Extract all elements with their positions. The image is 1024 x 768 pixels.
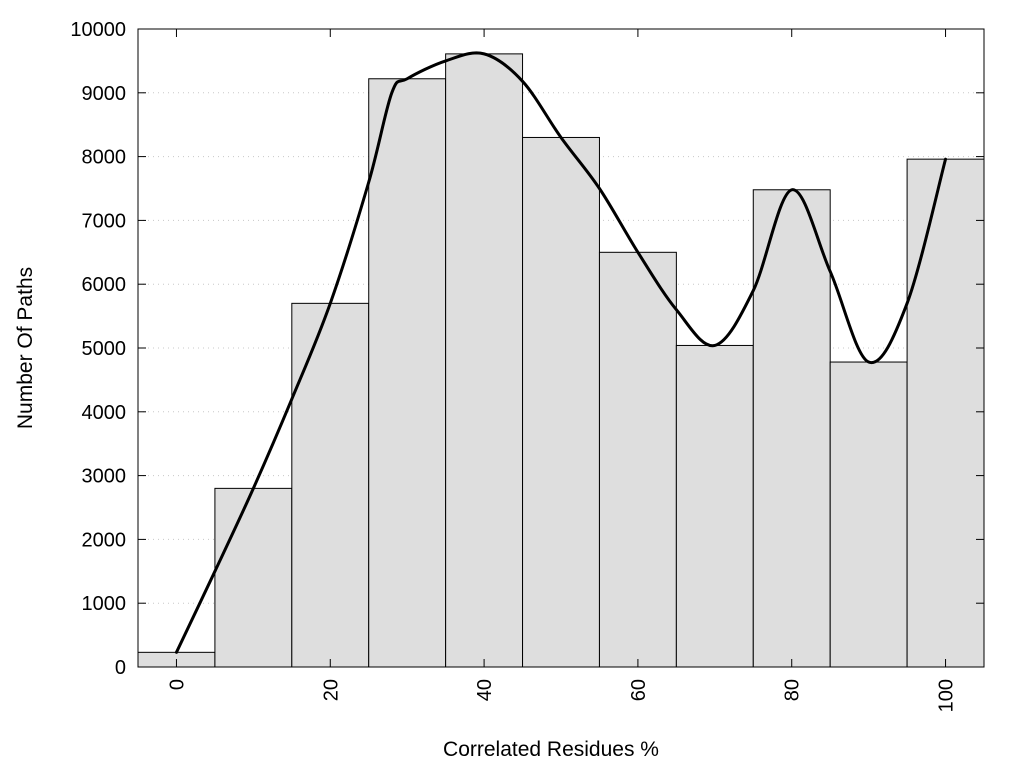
- y-tick-label-2000: 2000: [82, 529, 127, 551]
- y-tick-label-0: 0: [115, 657, 126, 679]
- x-tick-label-0: 0: [166, 679, 188, 690]
- bars: [137, 53, 985, 668]
- y-tick-label-9000: 9000: [82, 83, 127, 105]
- smooth-curve-line: [174, 51, 948, 654]
- bar-20: [291, 302, 370, 668]
- x-tick-label-40: 40: [474, 679, 496, 701]
- y-tick-label-4000: 4000: [82, 402, 127, 424]
- y-tick-label-10000: 10000: [70, 19, 126, 41]
- x-tick-label-100: 100: [936, 679, 958, 712]
- bar-100: [906, 158, 985, 668]
- y-axis-title: Number Of Paths: [14, 267, 37, 429]
- x-axis-title: Correlated Residues %: [443, 738, 659, 761]
- y-axis-ticks: 0 1000 2000 3000 4000 5000 6000 7000 8000 9000 100…: [70, 19, 984, 679]
- bar-30: [368, 78, 447, 668]
- y-tick-label-3000: 3000: [82, 466, 127, 488]
- y-tick-label-7000: 7000: [82, 210, 127, 232]
- bar-10: [214, 487, 293, 668]
- y-tick-label-6000: 6000: [82, 274, 127, 296]
- bar-50: [522, 136, 600, 668]
- x-tick-label-20: 20: [320, 679, 342, 701]
- y-tick-label-5000: 5000: [82, 338, 127, 360]
- bar-40: [445, 53, 524, 668]
- y-tick-label-1000: 1000: [82, 593, 127, 615]
- bar-60: [598, 251, 677, 668]
- y-tick-label-8000: 8000: [82, 147, 127, 169]
- x-tick-label-60: 60: [628, 679, 650, 701]
- bar-90: [829, 361, 908, 668]
- bar-70: [675, 344, 754, 668]
- x-tick-label-80: 80: [782, 679, 804, 701]
- x-axis-ticks: 0 20 40 60 80 100: [166, 29, 958, 712]
